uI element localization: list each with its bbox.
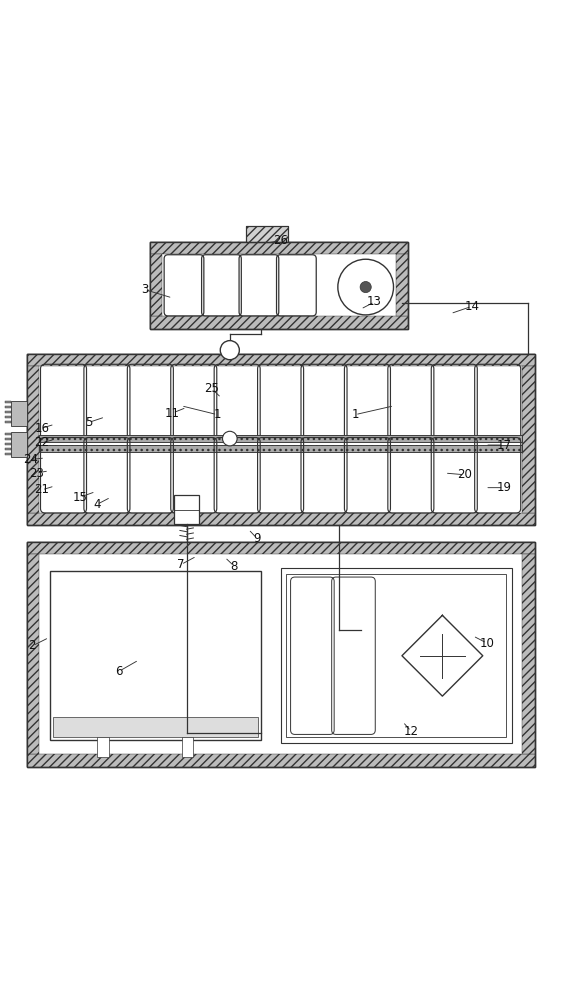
Bar [245, 226, 288, 242]
Bar [150, 242, 408, 254]
Bar [5, 443, 11, 445]
Text: 20: 20 [457, 468, 472, 481]
Text: 25: 25 [204, 382, 219, 395]
Bar [522, 366, 535, 513]
Text: 17: 17 [496, 439, 511, 452]
Bar [5, 416, 11, 418]
Text: 8: 8 [231, 560, 238, 573]
Bar [5, 453, 11, 455]
Text: 14: 14 [464, 300, 479, 313]
Bar [150, 242, 408, 329]
Bar [27, 513, 535, 525]
Text: 6: 6 [116, 665, 123, 678]
Bar [39, 435, 522, 442]
Bar [98, 737, 108, 757]
Bar [5, 406, 11, 408]
Text: 1: 1 [214, 408, 221, 421]
Bar [27, 754, 535, 767]
Bar [27, 542, 535, 767]
Text: 15: 15 [73, 491, 87, 504]
Circle shape [338, 259, 394, 315]
Text: 13: 13 [367, 295, 382, 308]
Text: 19: 19 [496, 481, 511, 494]
Bar [182, 737, 193, 757]
Bar [27, 542, 535, 767]
Bar [150, 254, 162, 316]
Bar [27, 354, 535, 366]
Bar [50, 571, 261, 740]
Text: 7: 7 [177, 558, 185, 571]
Text: 10: 10 [479, 637, 494, 650]
Bar [522, 554, 535, 754]
Bar [27, 554, 39, 754]
Bar [150, 316, 408, 329]
Bar [5, 438, 11, 440]
Bar [396, 254, 408, 316]
Bar [27, 542, 535, 554]
Text: 9: 9 [253, 532, 261, 545]
Text: 26: 26 [273, 234, 288, 247]
Bar [39, 435, 522, 442]
Bar [286, 574, 506, 737]
Bar [27, 354, 535, 525]
Bar [39, 445, 522, 452]
Circle shape [221, 341, 239, 360]
Bar [39, 445, 522, 452]
Text: 12: 12 [404, 725, 418, 738]
Bar [27, 354, 535, 525]
Bar [53, 717, 258, 737]
Bar [150, 242, 408, 329]
Text: 1: 1 [351, 408, 359, 421]
Bar [5, 433, 11, 435]
Text: 22: 22 [34, 436, 49, 449]
Bar [5, 401, 11, 403]
Text: 24: 24 [23, 453, 38, 466]
Bar [27, 366, 39, 513]
Bar [11, 432, 27, 457]
Bar [174, 495, 199, 524]
Bar [5, 411, 11, 413]
Circle shape [360, 282, 371, 293]
Text: 16: 16 [34, 422, 49, 435]
Circle shape [223, 431, 237, 446]
Bar [281, 568, 512, 743]
Text: 11: 11 [165, 407, 180, 420]
Text: 2: 2 [29, 639, 36, 652]
Text: 21: 21 [34, 483, 49, 496]
Text: 23: 23 [29, 467, 43, 480]
Text: 4: 4 [93, 498, 100, 511]
Bar [11, 401, 27, 426]
Bar [5, 448, 11, 450]
Bar [5, 421, 11, 423]
Text: 3: 3 [141, 283, 148, 296]
Text: 5: 5 [85, 416, 92, 429]
Bar [245, 226, 288, 242]
